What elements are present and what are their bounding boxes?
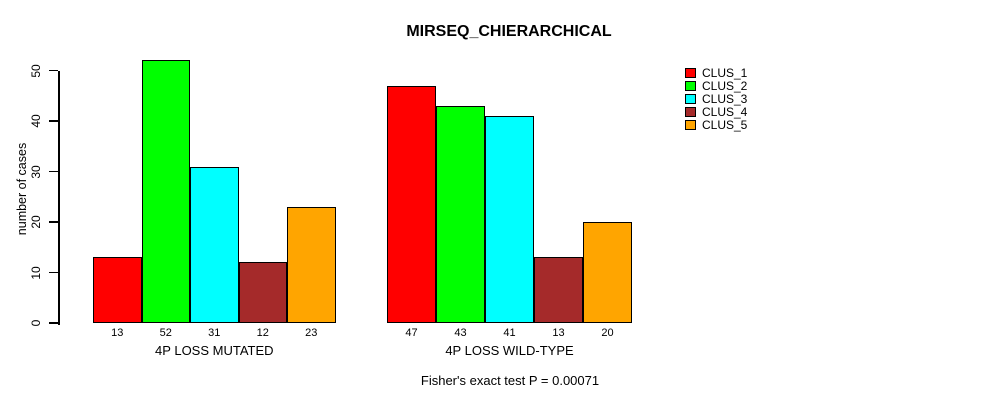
legend: CLUS_1 CLUS_2 CLUS_3 CLUS_4 CLUS_5 xyxy=(685,65,748,132)
legend-swatch-clus_2 xyxy=(685,80,696,91)
y-tick-label: 20 xyxy=(29,215,43,229)
bar-clus_2 xyxy=(436,105,485,323)
legend-swatch-clus_1 xyxy=(685,67,696,78)
bar-clus_4 xyxy=(238,262,287,323)
bar-value-label: 13 xyxy=(552,327,565,339)
legend-label: CLUS_2 xyxy=(702,78,748,93)
bar-clus_1 xyxy=(93,257,142,323)
legend-label: CLUS_5 xyxy=(702,117,748,132)
legend-label: CLUS_1 xyxy=(702,65,748,80)
legend-swatch-clus_4 xyxy=(685,106,696,117)
y-axis-line xyxy=(58,70,60,325)
y-tick-mark xyxy=(49,271,58,274)
y-tick-mark xyxy=(49,221,58,223)
legend-item-clus_5: CLUS_5 xyxy=(685,117,748,132)
bar-clus_2 xyxy=(141,60,190,323)
y-tick-label: 30 xyxy=(29,164,43,179)
bar-value-label: 43 xyxy=(454,327,467,339)
legend-swatch-clus_5 xyxy=(685,119,696,130)
chart-title: MIRSEQ_CHIERARCHICAL xyxy=(406,23,612,40)
y-tick-mark xyxy=(49,69,58,72)
legend-label: CLUS_3 xyxy=(702,91,748,106)
legend-item-clus_1: CLUS_1 xyxy=(685,65,748,80)
bar-clus_5 xyxy=(287,206,336,323)
group-label: 4P LOSS MUTATED xyxy=(155,343,274,358)
legend-item-clus_2: CLUS_2 xyxy=(685,78,748,93)
bar-value-label: 41 xyxy=(503,327,516,339)
legend-item-clus_3: CLUS_3 xyxy=(685,91,748,106)
fisher-test-annotation: Fisher's exact test P = 0.00071 xyxy=(420,373,600,388)
y-tick-label: 10 xyxy=(29,265,43,280)
bar-clus_4 xyxy=(534,257,583,323)
legend-label: CLUS_4 xyxy=(702,104,748,119)
y-tick-mark xyxy=(49,170,58,173)
group-label: 4P LOSS WILD-TYPE xyxy=(445,343,574,358)
bar-clus_1 xyxy=(387,85,436,323)
y-tick-label: 50 xyxy=(29,63,43,78)
bar-clus_5 xyxy=(583,222,632,323)
bar-clus_3 xyxy=(485,116,534,323)
y-tick-label: 40 xyxy=(29,114,43,128)
bar-value-label: 12 xyxy=(256,327,269,339)
bar-value-label: 20 xyxy=(601,327,614,339)
bar-clus_3 xyxy=(190,166,239,323)
bar-value-label: 23 xyxy=(305,327,318,339)
y-tick-mark xyxy=(49,120,58,122)
bar-value-label: 13 xyxy=(111,327,124,339)
bar-value-label: 31 xyxy=(208,327,221,339)
legend-swatch-clus_3 xyxy=(685,93,696,104)
y-tick-mark xyxy=(49,322,58,324)
legend-item-clus_4: CLUS_4 xyxy=(685,104,748,119)
bar-value-label: 52 xyxy=(159,327,172,339)
y-tick-label: 0 xyxy=(29,319,43,327)
bar-value-label: 47 xyxy=(405,327,418,339)
